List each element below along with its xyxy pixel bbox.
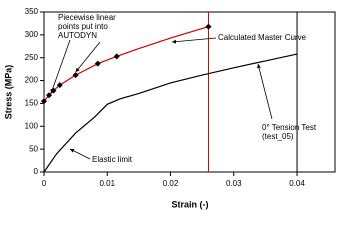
x-tick-label: 0.02 — [163, 179, 179, 188]
y-tick-label: 0 — [34, 167, 39, 176]
data-point — [205, 23, 212, 30]
x-axis-label: Strain (-) — [172, 199, 209, 209]
plot: Strain (-) Stress (MPa) 0 50 100 150 200 250 3… — [3, 7, 336, 209]
annotation: Piecewise linear points put into AUTODYN — [58, 13, 116, 40]
x-tick-label: 0.03 — [226, 179, 242, 188]
y-tick-label: 300 — [25, 30, 39, 39]
chart: Strain (-) Stress (MPa) 0 50 100 150 200 250 3… — [3, 7, 336, 209]
data-line — [43, 53, 298, 173]
plot-area — [43, 11, 336, 173]
data-point — [46, 92, 53, 99]
annotation: Elastic limit — [92, 155, 133, 164]
y-axis-label: Stress (MPa) — [3, 65, 13, 120]
y-tick-label: 100 — [25, 121, 39, 130]
data-point — [113, 53, 120, 60]
annotation: Calculated Master Curve — [218, 33, 307, 42]
annotation-arrow — [171, 37, 217, 44]
x-tick-label: 0.04 — [289, 179, 305, 188]
y-tick-label: 350 — [25, 7, 39, 16]
data-point — [56, 82, 63, 89]
data-point — [94, 60, 101, 67]
data-point — [41, 98, 47, 105]
y-tick-label: 200 — [25, 76, 39, 85]
annotation: 0° Tension Test (test_05) — [262, 123, 317, 141]
annotation-arrow — [257, 63, 273, 120]
y-tick-label: 50 — [29, 144, 38, 153]
x-tick-label: 0 — [42, 179, 47, 188]
data-point — [72, 72, 79, 79]
annotation-arrow — [75, 41, 101, 73]
x-tick-label: 0.01 — [99, 179, 115, 188]
annotation-arrow — [69, 148, 91, 160]
y-tick-label: 250 — [25, 53, 39, 62]
y-tick-label: 150 — [25, 99, 39, 108]
annotation-arrow — [50, 39, 71, 94]
